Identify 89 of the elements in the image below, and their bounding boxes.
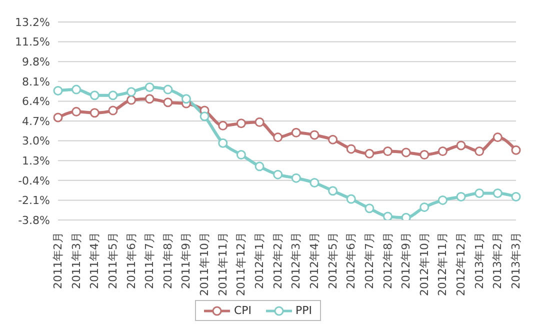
x-tick-label: 2011年4月 (88, 232, 102, 289)
x-tick-label: 2011年2月 (52, 232, 64, 289)
y-tick-label: 3.0% (22, 134, 50, 148)
point (346, 194, 356, 204)
x-tick-label: 2011年11月 (216, 232, 230, 296)
point (383, 146, 393, 156)
point (90, 90, 100, 100)
x-tick-label: 2012年11月 (436, 232, 450, 296)
point (144, 94, 154, 104)
point (254, 117, 264, 127)
y-tick-label: 9.8% (22, 56, 50, 69)
y-tick-label: 13.2% (15, 16, 50, 29)
point (420, 150, 430, 160)
x-tick-label: 2011年3月 (70, 232, 83, 289)
point (53, 86, 63, 96)
x-tick-label: 2013年3月 (510, 232, 522, 289)
point (492, 132, 502, 142)
x-tick-label: 2011年6月 (124, 232, 138, 289)
x-tick-label: 2011年8月 (161, 232, 174, 289)
point (163, 98, 173, 108)
x-tick-label: 2012年9月 (400, 232, 413, 289)
point (273, 170, 283, 180)
point (401, 148, 411, 158)
point (163, 84, 173, 94)
x-tick-label: 2012年5月 (326, 232, 340, 289)
x-tick-label: 2011年7月 (143, 232, 156, 289)
point (291, 173, 301, 183)
point (108, 90, 118, 100)
x-tick-label: 2012年1月 (253, 232, 266, 289)
point (236, 118, 246, 128)
point (72, 106, 82, 116)
x-tick-label: 2011年5月 (106, 232, 120, 289)
point (218, 138, 228, 148)
legend-label: CPI (232, 304, 252, 317)
point (328, 134, 338, 144)
x-tick-label: 2011年12月 (234, 232, 248, 296)
point (401, 212, 411, 220)
point (438, 146, 448, 156)
point (492, 188, 502, 198)
x-tick-label: 2012年10月 (418, 232, 431, 296)
x-tick-label: 2012年7月 (362, 232, 376, 289)
point (108, 106, 118, 116)
x-tick-label: 2011年10月 (198, 232, 212, 296)
y-tick-label: -3.8% (18, 214, 50, 227)
point (273, 132, 283, 142)
point (474, 146, 484, 156)
point (511, 192, 521, 202)
point (346, 144, 356, 154)
legend-label: PPI (294, 304, 312, 317)
x-tick-label: 2012年2月 (271, 232, 284, 289)
y-tick-label: 6.4% (22, 95, 50, 108)
point (511, 145, 521, 155)
x-tick-label: 2012年3月 (290, 232, 303, 289)
x-tick-label: 2012年12月 (454, 232, 468, 296)
y-tick-label: 1.3% (22, 154, 50, 168)
point (53, 112, 63, 122)
point (474, 188, 484, 198)
point (364, 204, 374, 214)
y-tick-label: -2.1% (18, 194, 50, 208)
point (200, 112, 210, 122)
y-tick-label: 8.1% (22, 75, 50, 88)
point (254, 162, 264, 172)
point (438, 195, 448, 205)
point (236, 150, 246, 160)
point (72, 84, 82, 94)
point (181, 94, 191, 104)
y-tick-label: 4.7% (22, 114, 50, 128)
point (310, 178, 320, 188)
point (310, 130, 320, 140)
point (144, 82, 154, 92)
point (420, 202, 430, 212)
point (383, 212, 393, 220)
point (456, 140, 466, 150)
y-tick-label: -0.4% (18, 174, 50, 188)
x-tick-label: 2012年6月 (344, 232, 358, 289)
x-tick-label: 2013年2月 (491, 232, 504, 289)
x-tick-label: 2013年1月 (472, 232, 486, 289)
point (126, 95, 136, 105)
point (456, 192, 466, 202)
x-tick-label: 2012年8月 (381, 232, 394, 289)
point (328, 186, 338, 196)
x-tick-label: 2012年4月 (308, 232, 321, 289)
y-tick-label: 11.5% (15, 36, 50, 49)
x-tick-label: 2011年9月 (180, 232, 193, 289)
point (90, 108, 100, 118)
point (364, 148, 374, 158)
point (218, 120, 228, 130)
point (126, 87, 136, 97)
point (291, 128, 301, 138)
